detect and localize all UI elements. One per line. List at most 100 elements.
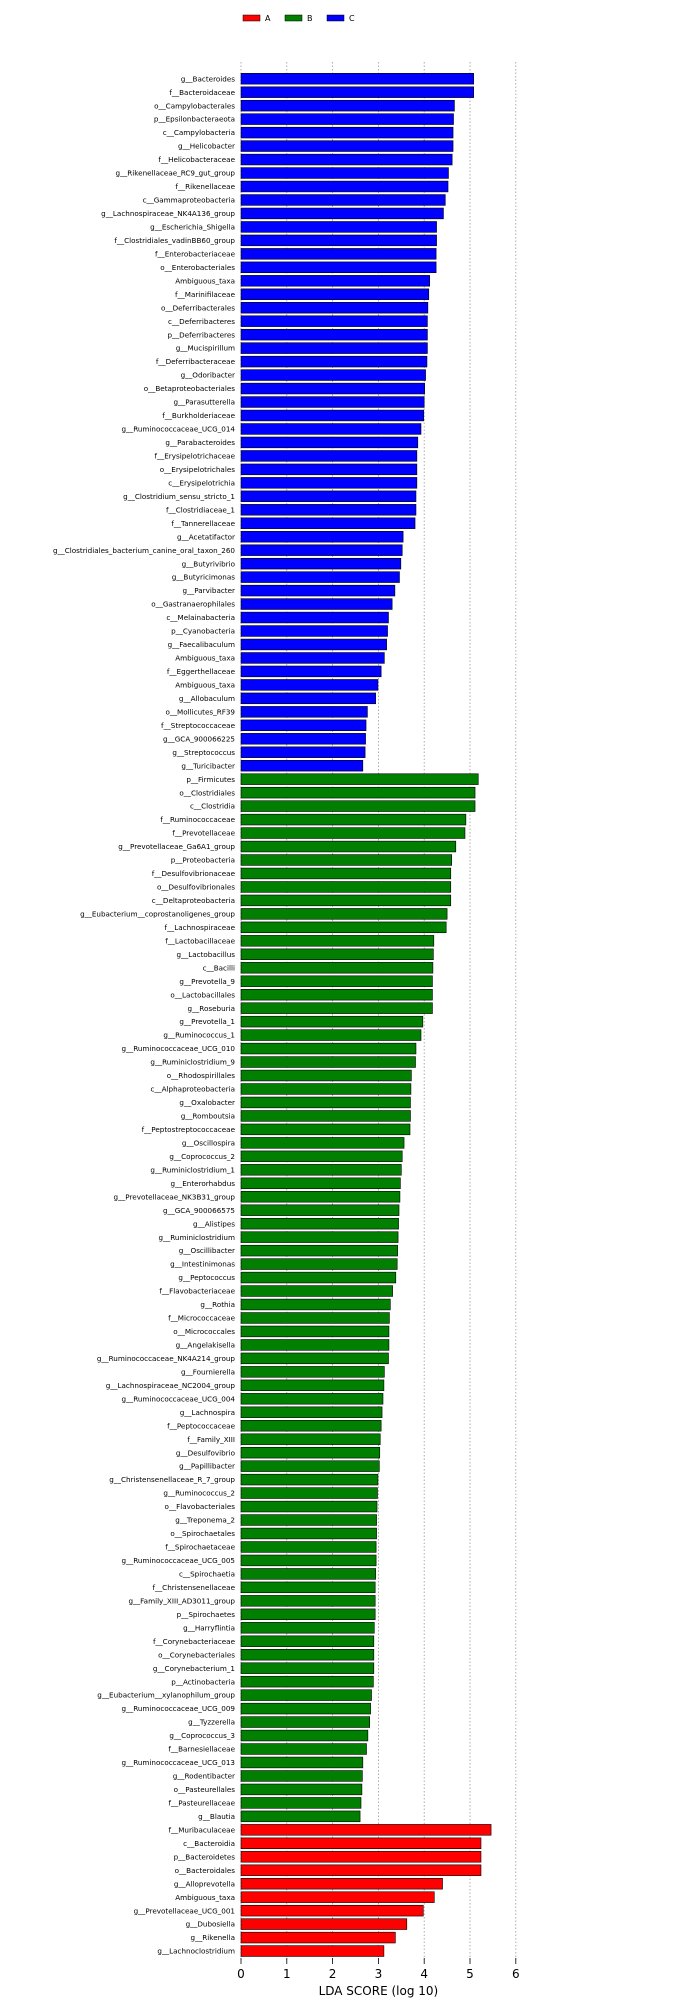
bar bbox=[240, 1702, 371, 1715]
bar bbox=[240, 1541, 377, 1553]
bar bbox=[240, 234, 437, 247]
bar-label: c__Clostridia bbox=[190, 802, 235, 811]
bar bbox=[240, 1527, 377, 1540]
bar bbox=[240, 1433, 381, 1445]
bar bbox=[240, 1042, 417, 1055]
bar bbox=[240, 1015, 424, 1028]
bar bbox=[240, 1420, 382, 1432]
bar-label: f__Enterobacteriaceae bbox=[155, 249, 236, 258]
bar bbox=[240, 1002, 433, 1014]
bar bbox=[240, 948, 434, 960]
bar bbox=[240, 1945, 385, 1957]
bar bbox=[240, 692, 376, 705]
bar-label: g__Faecalibaculum bbox=[168, 640, 235, 649]
bar-label: p__Actinobacteria bbox=[171, 1677, 235, 1686]
bar-label: o__Gastranaerophilales bbox=[151, 600, 235, 609]
bar-label: g__Papillibacter bbox=[179, 1462, 235, 1471]
bar-label: o__Desulfovibrionales bbox=[157, 883, 235, 892]
bar-label: g__Lactobacillus bbox=[176, 950, 235, 959]
bar bbox=[240, 800, 476, 812]
bar bbox=[240, 1743, 367, 1755]
bar-label: o__Micrococcales bbox=[173, 1327, 235, 1336]
bar bbox=[240, 261, 437, 274]
legend-label-b: B bbox=[307, 14, 313, 23]
bar-label: g__Roseburia bbox=[188, 1004, 235, 1013]
bar bbox=[240, 975, 433, 987]
bar-label: o__Erysipelotrichales bbox=[160, 465, 236, 474]
bar bbox=[240, 126, 454, 139]
bar-label: g__Parvibacter bbox=[183, 586, 236, 595]
bar-label: g__Alloprevotella bbox=[174, 1879, 235, 1888]
bar bbox=[240, 962, 434, 974]
bar bbox=[240, 99, 455, 112]
bar-label: f__Spirochaetaceae bbox=[165, 1543, 235, 1552]
bar bbox=[240, 1191, 401, 1203]
bar-label: p__Cyanobacteria bbox=[171, 627, 235, 636]
bar bbox=[240, 1379, 385, 1392]
bar-label: p__Spirochaetes bbox=[177, 1610, 236, 1619]
bar-label: c__Bacilli bbox=[203, 963, 235, 972]
bar bbox=[240, 531, 404, 543]
bar-label: g__Lachnospira bbox=[180, 1408, 235, 1417]
bar bbox=[240, 706, 368, 718]
bar bbox=[240, 1662, 375, 1674]
x-tick-label: 5 bbox=[466, 1967, 474, 1981]
bar bbox=[240, 1460, 380, 1472]
bar bbox=[240, 1581, 376, 1594]
bar-label: c__Melainabacteria bbox=[166, 613, 235, 622]
bar-label: g__Allobaculum bbox=[179, 694, 235, 703]
bar bbox=[240, 1110, 411, 1122]
bar bbox=[240, 1810, 361, 1823]
legend-swatch-a bbox=[242, 14, 261, 22]
bar-label: o__Flavobacteriales bbox=[165, 1502, 236, 1511]
bar bbox=[240, 396, 425, 408]
bar bbox=[240, 827, 466, 839]
x-tick-label: 1 bbox=[283, 1967, 291, 1981]
bar-label: f__Micrococcaceae bbox=[168, 1314, 235, 1323]
bar bbox=[240, 598, 393, 610]
bar bbox=[240, 773, 479, 785]
legend-swatch-c bbox=[326, 14, 345, 22]
bar bbox=[240, 719, 367, 732]
bar bbox=[240, 86, 474, 98]
bar bbox=[240, 867, 452, 880]
bar bbox=[240, 1783, 363, 1796]
x-tick-label: 4 bbox=[420, 1967, 428, 1981]
bar bbox=[240, 288, 430, 300]
bar-label: f__Erysipelotrichaceae bbox=[155, 452, 236, 461]
bar-label: p__Epsilonbacteraeota bbox=[154, 115, 235, 124]
bar-label: g__Odoribacter bbox=[181, 371, 235, 380]
bar-label: f__Muribaculaceae bbox=[168, 1825, 235, 1834]
bar-label: o__Clostridiales bbox=[179, 788, 235, 797]
bar bbox=[240, 1568, 376, 1580]
bar bbox=[240, 490, 417, 503]
bar bbox=[240, 1918, 408, 1930]
bar-label: o__Betaproteobacteriales bbox=[144, 384, 235, 393]
bar-label: g__Peptococcus bbox=[178, 1273, 235, 1282]
bar-label: g__Blautia bbox=[198, 1812, 235, 1821]
bar-label: c__Bacteroidia bbox=[183, 1839, 235, 1848]
bar-label: f__Deferribacteraceae bbox=[156, 357, 236, 366]
bar-label: g__Oscillibacter bbox=[179, 1246, 235, 1255]
bar-label: p__Bacteroidetes bbox=[174, 1852, 236, 1861]
bar-label: Ambiguous_taxa bbox=[175, 654, 235, 663]
bar bbox=[240, 504, 417, 516]
legend-label-a: A bbox=[265, 14, 271, 23]
bar bbox=[240, 760, 364, 772]
x-tick-label: 3 bbox=[375, 1967, 383, 1981]
bar bbox=[240, 153, 453, 166]
bar-label: g__Prevotella_1 bbox=[179, 1017, 235, 1026]
bar-label: g__GCA_900066575 bbox=[163, 1206, 235, 1215]
bar bbox=[240, 1150, 403, 1163]
bar-label: g__Butyricimonas bbox=[172, 573, 236, 582]
bar bbox=[240, 1554, 377, 1567]
bar-label: f__Clostridiaceae_1 bbox=[166, 505, 235, 514]
bar-label: g__Clostridium_sensu_stricto_1 bbox=[123, 492, 235, 501]
bar-label: g__Ruminococcaceae_UCG_009 bbox=[121, 1704, 235, 1713]
bar bbox=[240, 1123, 411, 1136]
bar bbox=[240, 1622, 375, 1634]
bar-label: g__Romboutsia bbox=[181, 1112, 235, 1121]
bar bbox=[240, 1487, 378, 1499]
bar-label: g__Escherichia_Shigella bbox=[150, 223, 235, 232]
